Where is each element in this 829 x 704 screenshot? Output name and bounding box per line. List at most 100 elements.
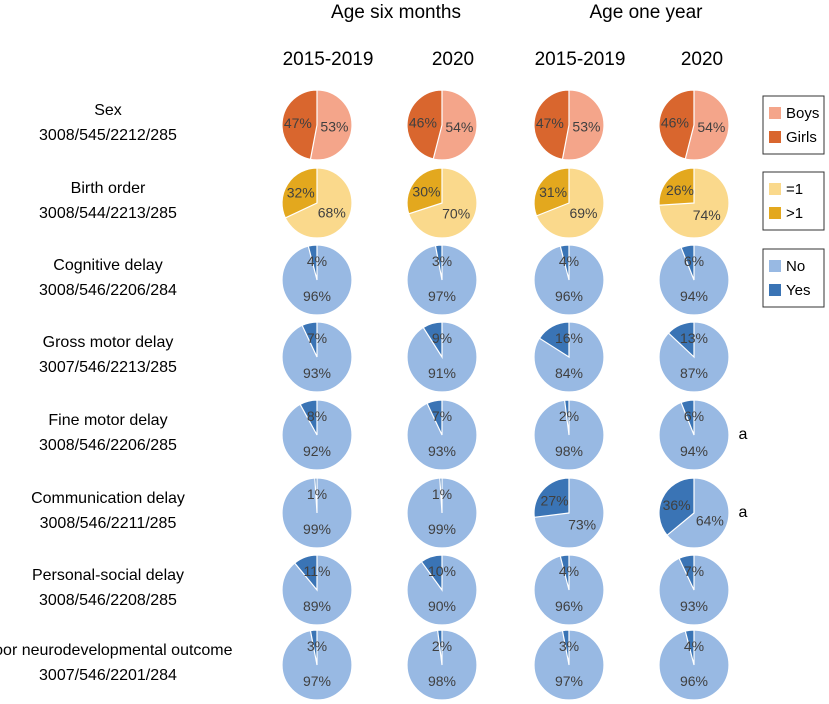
row-0: Sex 3008/545/2212/285 53% 47% 54% 46% 53% 47% 54… [39, 89, 730, 161]
pie-slice-Yes [684, 629, 695, 666]
pie-3-0: 93% 7% [281, 321, 353, 393]
data-label-=1: 68% [318, 204, 346, 220]
pie-5-2: 73% 27% [533, 477, 605, 549]
data-label-Yes: 3% [307, 638, 327, 654]
pie-6-2: 96% 4% [533, 554, 605, 626]
data-label-Yes: 6% [684, 253, 704, 269]
data-label-No: 64% [696, 512, 724, 528]
row-counts: 3008/546/2206/285 [39, 437, 177, 454]
row-counts: 3008/546/2206/284 [39, 282, 177, 299]
pie-slice-Yes [307, 244, 318, 281]
column-header-one-year-2015-2019: 2015-2019 [535, 49, 626, 70]
data-label-=1: 70% [442, 205, 470, 221]
legend-swatch [769, 260, 781, 272]
data-label-No: 91% [428, 365, 456, 381]
group-header-six-months: Age six months [331, 2, 461, 23]
data-label->1: 30% [412, 184, 440, 200]
column-header-six-months-2015-2019: 2015-2019 [283, 49, 374, 70]
pie-2-1: 97% 3% [406, 244, 478, 316]
pie-1-2: 69%31% [533, 167, 605, 239]
pie-slice->1 [658, 167, 695, 206]
data-label-Yes: 16% [555, 330, 583, 346]
row-counts: 3007/546/2201/284 [39, 667, 177, 684]
data-label-No: 92% [303, 443, 331, 459]
data-label-No: 97% [428, 288, 456, 304]
data-label-=1: 69% [569, 205, 597, 221]
pie-slice-Girls [658, 89, 695, 160]
data-label-Boys: 54% [697, 119, 725, 135]
chart-rows: Sex 3008/545/2212/285 53% 47% 54% 46% 53% 47% 54… [0, 89, 748, 701]
pie-7-1: 98% 2% [406, 629, 478, 701]
data-label-Yes: 4% [559, 563, 579, 579]
pie-7-3: 96% 4% [658, 629, 730, 701]
data-label-No: 99% [428, 521, 456, 537]
row-2: Cognitive delay 3008/546/2206/284 96% 4% 97%… [39, 244, 730, 316]
pie-slice-Yes [301, 321, 318, 358]
legend-label: No [786, 258, 805, 275]
data-label-Girls: 47% [284, 115, 312, 131]
legend-swatch [769, 107, 781, 119]
row-label: Poor neurodevelopmental outcome [0, 642, 233, 659]
data-label-Boys: 54% [445, 119, 473, 135]
data-label-Boys: 53% [320, 119, 348, 135]
row-label: Communication delay [31, 490, 185, 507]
data-label-Yes: 3% [559, 638, 579, 654]
data-label-Yes: 11% [304, 563, 331, 579]
pie-5-0: 99% 1% [281, 477, 353, 549]
data-label->1: 31% [539, 184, 567, 200]
data-label-No: 96% [555, 288, 583, 304]
pie-slice-Yes [658, 477, 695, 537]
legend-label: =1 [786, 181, 803, 198]
data-label-No: 93% [680, 598, 708, 614]
data-label-Yes: 10% [428, 563, 456, 579]
pie-0-0: 53% 47% [281, 89, 353, 161]
row-label: Cognitive delay [53, 257, 162, 274]
pie-1-1: 70%30% [406, 167, 478, 239]
pie-5-1: 99% 1% [406, 477, 478, 549]
row-5: Communication delay 3008/546/2211/285 99% 1… [31, 477, 748, 549]
pie-slice-Girls [533, 89, 570, 161]
pie-slice-Yes [309, 629, 318, 666]
annotation-mark: a [739, 426, 748, 443]
data-label-=1: 74% [693, 207, 721, 223]
row-counts: 3007/546/2213/285 [39, 359, 177, 376]
pie-7-2: 97% 3% [533, 629, 605, 701]
legend-label: Yes [786, 282, 810, 299]
legend-label: >1 [786, 205, 803, 222]
legend-label: Girls [786, 129, 817, 146]
row-counts: 3008/546/2208/285 [39, 592, 177, 609]
annotation-mark: a [739, 504, 748, 521]
pie-slice-Girls [281, 89, 318, 161]
pie-slice-Yes [680, 244, 695, 281]
pie-1-3: 74% 26% [658, 167, 730, 239]
pie-slice-Yes [538, 321, 570, 359]
legend-swatch [769, 284, 781, 296]
group-header-one-year: Age one year [589, 2, 703, 23]
data-label-No: 99% [303, 521, 331, 537]
pie-slice-Yes [559, 244, 570, 281]
pie-6-1: 90% 10% [406, 554, 478, 626]
data-label-Yes: 1% [432, 486, 452, 502]
pie-4-0: 92% 8% [281, 399, 353, 471]
data-label-Yes: 7% [432, 408, 452, 424]
row-counts: 3008/545/2212/285 [39, 127, 177, 144]
pie-4-1: 93% 7% [406, 399, 478, 471]
legend-0: Boys Girls [762, 95, 825, 155]
data-label-No: 94% [680, 288, 708, 304]
data-label-Yes: 2% [559, 408, 579, 424]
data-label-No: 94% [680, 443, 708, 459]
pie-2-0: 96% 4% [281, 244, 353, 316]
pie-4-2: 98% 2% [533, 399, 605, 471]
pie-slice-Yes [436, 629, 443, 666]
data-label-Yes: 1% [307, 486, 327, 502]
legend-box [762, 95, 825, 155]
pie-slice->1 [533, 167, 570, 217]
data-label->1: 32% [287, 185, 315, 201]
data-label-Yes: 3% [432, 253, 452, 269]
row-counts: 3008/546/2211/285 [40, 515, 177, 532]
data-label-Yes: 8% [307, 408, 327, 424]
row-6: Personal-social delay 3008/546/2208/285 89… [32, 554, 730, 626]
pie-slice-Yes [439, 477, 443, 514]
